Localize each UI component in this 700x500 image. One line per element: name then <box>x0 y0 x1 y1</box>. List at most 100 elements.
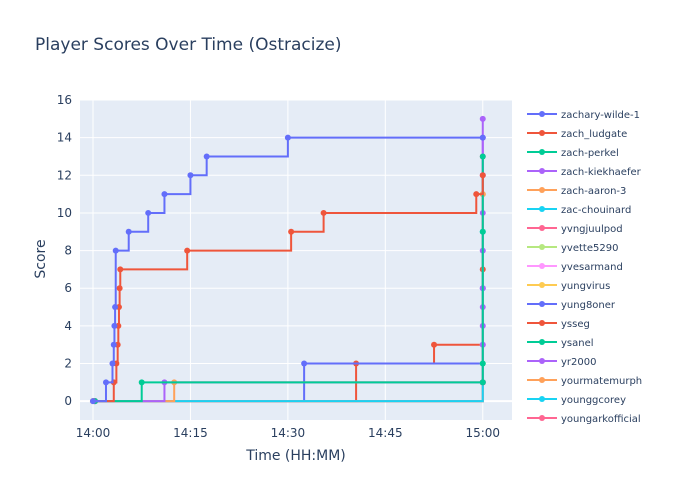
series-layer <box>89 115 486 405</box>
axis-ticks: 0 2 4 6 8 10 12 14 16 14:00 14:15 14:30 14:45 15:00 <box>57 93 500 440</box>
data-point <box>301 360 308 367</box>
data-point <box>145 209 152 216</box>
legend-label: zach-kiekhaefer <box>561 167 642 178</box>
y-axis-title: Score <box>33 239 49 278</box>
legend-swatch-marker <box>539 111 545 117</box>
plot-area <box>80 100 512 420</box>
data-point <box>284 134 291 141</box>
y-tick-label: 6 <box>64 281 72 295</box>
legend-item[interactable]: zac-chouinard <box>527 205 631 216</box>
data-point <box>116 285 123 292</box>
data-point <box>288 228 295 235</box>
legend-swatch-marker <box>539 396 545 402</box>
x-tick-label: 15:00 <box>465 426 500 440</box>
legend-label: yvette5290 <box>561 243 618 254</box>
data-point <box>187 172 194 179</box>
legend-swatch-marker <box>539 263 545 269</box>
legend-item[interactable]: yvngjuulpod <box>527 224 623 235</box>
chart-title: Player Scores Over Time (Ostracize) <box>35 35 342 55</box>
y-tick-label: 8 <box>64 244 72 258</box>
data-point <box>431 341 438 348</box>
legend-label: zac-chouinard <box>561 205 631 216</box>
data-point <box>161 191 168 198</box>
legend-item[interactable]: yungvirus <box>527 281 610 292</box>
legend-label: yourmatemurph <box>561 376 642 387</box>
series-zachary-wilde-1 <box>89 134 486 405</box>
data-point <box>102 379 109 386</box>
legend-swatch-marker <box>539 415 545 421</box>
data-point <box>184 247 191 254</box>
data-point <box>112 304 119 311</box>
legend-swatch-marker <box>539 339 545 345</box>
y-tick-label: 0 <box>64 394 72 408</box>
data-point <box>479 115 486 122</box>
legend-item[interactable]: yung8oner <box>527 300 616 311</box>
data-point <box>479 360 486 367</box>
legend-item[interactable]: yr2000 <box>527 357 596 368</box>
legend-swatch-marker <box>539 244 545 250</box>
legend-item[interactable]: yvesarmand <box>527 262 623 273</box>
data-point <box>125 228 132 235</box>
legend-swatch-marker <box>539 225 545 231</box>
legend-item[interactable]: zach-kiekhaefer <box>527 167 642 178</box>
legend-swatch-marker <box>539 320 545 326</box>
legend-item[interactable]: zach-aaron-3 <box>527 186 626 197</box>
legend-label: zach-perkel <box>561 148 619 159</box>
legend-swatch-marker <box>539 377 545 383</box>
legend-swatch-marker <box>539 301 545 307</box>
y-tick-label: 2 <box>64 357 72 371</box>
legend-swatch-marker <box>539 149 545 155</box>
legend-swatch-marker <box>539 206 545 212</box>
legend-label: yr2000 <box>561 357 596 368</box>
legend-label: younggcorey <box>561 395 626 406</box>
legend-label: ysseg <box>561 319 590 330</box>
legend-label: youngarkofficial <box>561 414 641 425</box>
legend-item[interactable]: yourmatemurph <box>527 376 642 387</box>
data-point <box>89 398 96 405</box>
legend-label: zachary-wilde-1 <box>561 110 640 121</box>
legend-item[interactable]: ysseg <box>527 319 590 330</box>
legend-item[interactable]: ysanel <box>527 338 594 349</box>
y-tick-label: 16 <box>57 93 72 107</box>
y-tick-label: 10 <box>57 206 72 220</box>
data-point <box>479 172 486 179</box>
x-axis-title: Time (HH:MM) <box>245 448 346 464</box>
legend-swatch-marker <box>539 282 545 288</box>
legend-item[interactable]: younggcorey <box>527 395 626 406</box>
data-point <box>111 322 118 329</box>
data-point <box>138 379 145 386</box>
data-point <box>109 360 116 367</box>
data-point <box>479 379 486 386</box>
data-point <box>479 153 486 160</box>
legend-label: yung8oner <box>561 300 616 311</box>
legend-label: yungvirus <box>561 281 610 292</box>
data-point <box>112 247 119 254</box>
x-tick-label: 14:00 <box>76 426 111 440</box>
legend-item[interactable]: youngarkofficial <box>527 414 641 425</box>
data-point <box>479 134 486 141</box>
y-tick-label: 4 <box>64 319 72 333</box>
y-tick-label: 14 <box>57 131 72 145</box>
legend-label: zach-aaron-3 <box>561 186 626 197</box>
legend-label: zach_ludgate <box>561 129 627 140</box>
legend-swatch-marker <box>539 358 545 364</box>
data-point <box>117 266 124 273</box>
legend-item[interactable]: zach-perkel <box>527 148 619 159</box>
data-point <box>479 228 486 235</box>
y-tick-label: 12 <box>57 168 72 182</box>
legend-label: ysanel <box>561 338 594 349</box>
legend-item[interactable]: yvette5290 <box>527 243 618 254</box>
legend-item[interactable]: zachary-wilde-1 <box>527 110 640 121</box>
legend[interactable]: zachary-wilde-1 zach_ludgate zach-perkel za… <box>527 110 642 425</box>
legend-item[interactable]: zach_ludgate <box>527 129 627 140</box>
data-point <box>203 153 210 160</box>
legend-swatch-marker <box>539 187 545 193</box>
x-tick-label: 14:30 <box>271 426 306 440</box>
legend-swatch-marker <box>539 168 545 174</box>
legend-swatch-marker <box>539 130 545 136</box>
legend-label: yvesarmand <box>561 262 623 273</box>
legend-label: yvngjuulpod <box>561 224 623 235</box>
x-tick-label: 14:15 <box>173 426 208 440</box>
data-point <box>110 341 117 348</box>
